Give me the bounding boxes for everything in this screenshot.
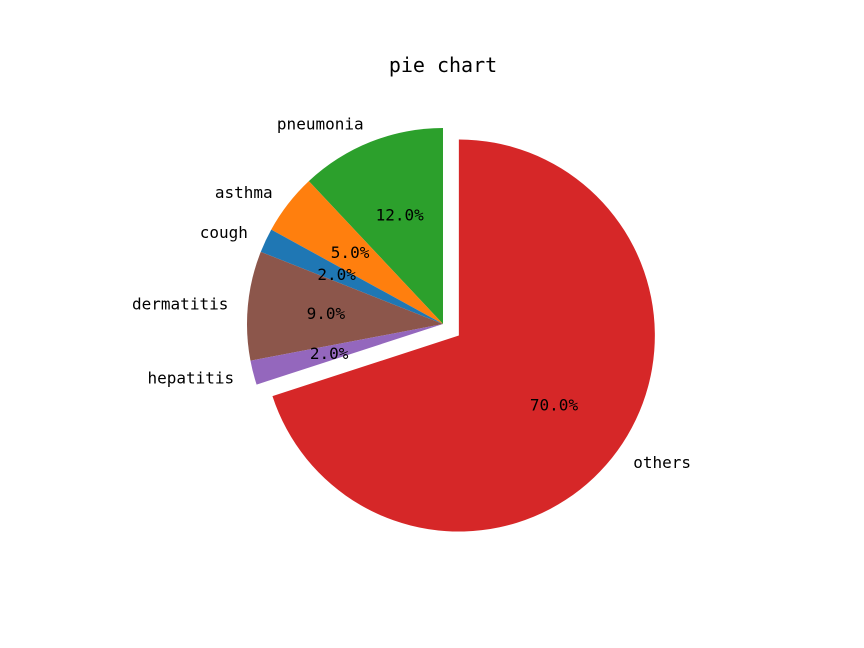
pie-slice-pneumonia [308, 128, 443, 324]
slice-pct-others: 70.0% [530, 396, 579, 415]
pie-slice-cough [260, 229, 443, 324]
slice-label-dermatitis: dermatitis [132, 295, 228, 314]
slice-pct-cough: 2.0% [317, 265, 356, 284]
slice-label-pneumonia: pneumonia [277, 115, 364, 134]
slice-label-hepatitis: hepatitis [147, 369, 234, 388]
slice-label-asthma: asthma [215, 183, 273, 202]
slice-pct-asthma: 5.0% [331, 243, 370, 262]
pie-slice-hepatitis [250, 324, 443, 385]
slice-pct-hepatitis: 2.0% [310, 344, 349, 363]
slice-label-cough: cough [200, 223, 248, 242]
pie-slice-others [272, 139, 655, 532]
pie-slices [247, 128, 655, 532]
slice-pct-pneumonia: 12.0% [376, 206, 425, 225]
pie-labels: pneumonia 12.0% asthma 5.0% cough 2.0% dermati… [132, 115, 691, 473]
slice-label-others: others [633, 453, 691, 472]
slice-pct-dermatitis: 9.0% [307, 304, 346, 323]
pie-slice-asthma [271, 181, 443, 324]
pie-slice-dermatitis [247, 251, 443, 361]
chart-title: pie chart [389, 53, 497, 77]
